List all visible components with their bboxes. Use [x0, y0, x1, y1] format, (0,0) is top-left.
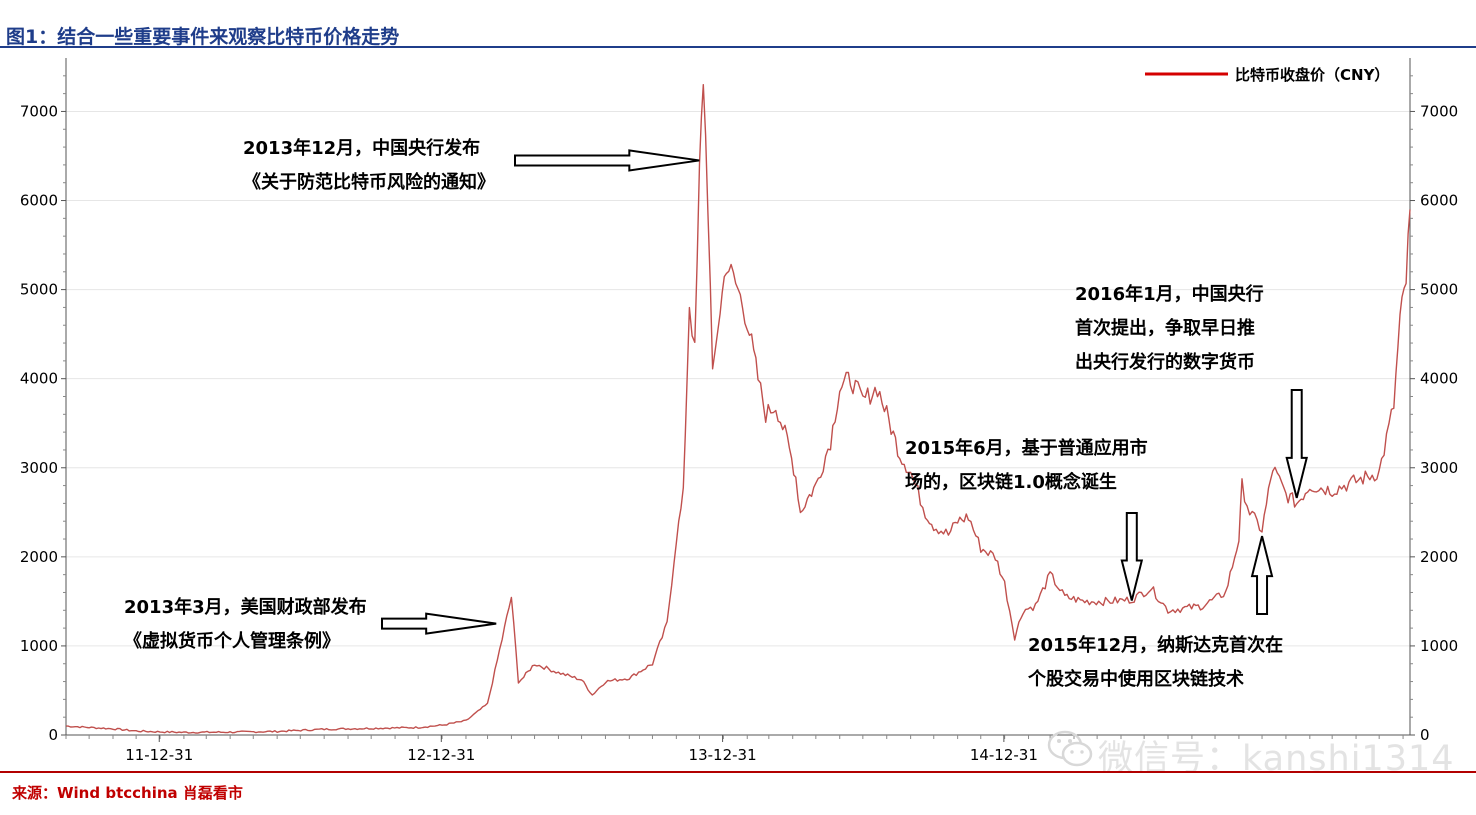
annotation-2013-12-arrow [514, 149, 700, 172]
annotation-2013-03-arrow [381, 612, 497, 635]
annotation-2016-01-text: 出央行发行的数字货币 [1075, 351, 1255, 373]
legend-label: 比特币收盘价（CNY） [1235, 66, 1389, 84]
y-tick-label-right: 5000 [1420, 281, 1458, 299]
y-tick-label-left: 1000 [20, 637, 58, 655]
y-tick-label-left: 5000 [20, 281, 58, 299]
y-tick-label-left: 6000 [20, 192, 58, 210]
wechat-icon [1047, 730, 1093, 767]
annotation-2016-01-text: 首次提出，争取早日推 [1075, 317, 1255, 339]
y-tick-label-left: 7000 [20, 102, 58, 120]
y-tick-label-right: 2000 [1420, 548, 1458, 566]
x-axis-ticks: 11-12-31 12-12-31 13-12-31 14-12-31 [65, 735, 1404, 764]
y-axis-ticks: 0 0 1000 1000 2000 2000 3000 3000 4000 4000 5000 50… [20, 75, 1458, 744]
title-divider [0, 46, 1476, 48]
series-layer [66, 84, 1411, 734]
y-tick-label-right: 1000 [1420, 637, 1458, 655]
footer-divider [0, 771, 1476, 773]
x-tick-label: 14-12-31 [970, 746, 1038, 764]
x-tick-label: 12-12-31 [407, 746, 475, 764]
annotation-2016-01-arrow [1285, 389, 1308, 499]
annotation-2015-06-text: 场的，区块链1.0概念诞生 [905, 471, 1117, 493]
annotation-2013-03-text: 《虚拟货币个人管理条例》 [124, 630, 340, 652]
y-tick-label-left: 0 [48, 726, 58, 744]
annotation-2016-01-text: 2016年1月，中国央行 [1075, 283, 1264, 305]
annotation-2013-12-text: 《关于防范比特币风险的通知》 [243, 171, 495, 193]
annotation-2015-06-arrow [1120, 512, 1144, 601]
x-tick-label: 11-12-31 [125, 746, 193, 764]
series-line-btc-close [66, 84, 1411, 734]
annotation-2015-12-arrow [1250, 535, 1274, 615]
annotation-2015-12-text: 个股交易中使用区块链技术 [1027, 668, 1244, 690]
y-tick-label-left: 3000 [20, 459, 58, 477]
x-tick-label: 13-12-31 [689, 746, 757, 764]
y-tick-label-right: 7000 [1420, 102, 1458, 120]
grid-lines [66, 110, 1410, 647]
bitcoin-price-chart: 0 0 1000 1000 2000 2000 3000 3000 4000 4000 5000 50… [20, 58, 1458, 764]
y-tick-label-right: 6000 [1420, 192, 1458, 210]
y-tick-label-right: 3000 [1420, 459, 1458, 477]
annotation-2015-06-text: 2015年6月，基于普通应用市 [905, 437, 1148, 459]
source-note: 来源：Wind btcchina 肖磊看市 [12, 784, 243, 802]
annotation-2013-03-text: 2013年3月，美国财政部发布 [124, 596, 367, 618]
annotation-2015-12-text: 2015年12月，纳斯达克首次在 [1028, 634, 1283, 656]
watermark-text: 微信号：kanshi1314 [1098, 739, 1455, 779]
y-tick-label-left: 4000 [20, 370, 58, 388]
annotations: 2013年3月，美国财政部发布《虚拟货币个人管理条例》 2013年12月，中国央行… [124, 137, 1308, 690]
y-tick-label-right: 0 [1420, 726, 1430, 744]
y-tick-label-left: 2000 [20, 548, 58, 566]
annotation-2013-12-text: 2013年12月，中国央行发布 [243, 137, 480, 159]
y-tick-label-right: 4000 [1420, 370, 1458, 388]
legend: 比特币收盘价（CNY） [1145, 66, 1389, 84]
figure-title: 图1：结合一些重要事件来观察比特币价格走势 [6, 26, 400, 48]
